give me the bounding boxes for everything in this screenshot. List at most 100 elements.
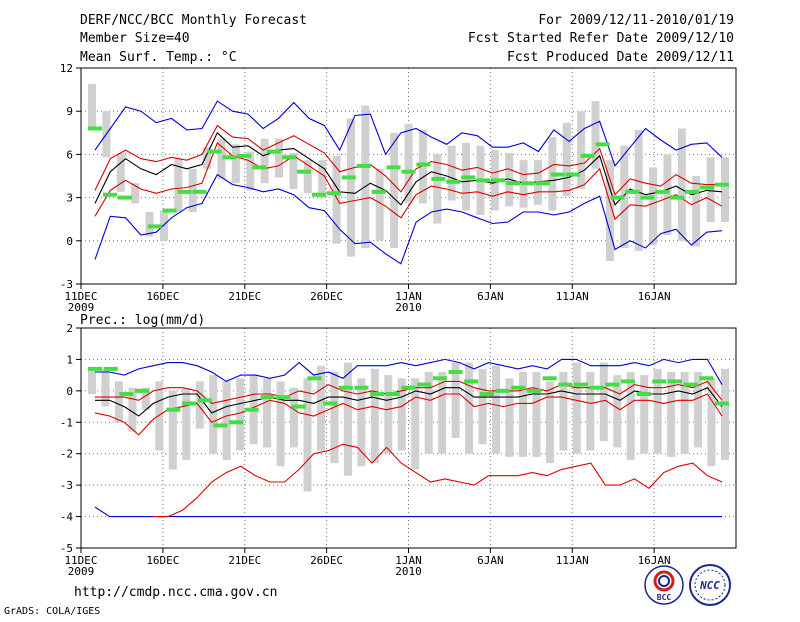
source-url[interactable]: http://cmdp.ncc.cma.gov.cn bbox=[74, 585, 278, 600]
member-spread-box bbox=[411, 378, 420, 470]
observed-mark bbox=[354, 385, 369, 390]
member-spread-box bbox=[128, 387, 137, 432]
observed-mark bbox=[162, 208, 177, 213]
member-spread-box bbox=[231, 144, 240, 184]
y-tick-label: -4 bbox=[60, 511, 74, 524]
member-spread-box bbox=[559, 372, 568, 451]
precip-title: Prec.: log(mm/d) bbox=[80, 313, 205, 328]
observed-mark bbox=[610, 195, 625, 200]
observed-mark bbox=[267, 149, 282, 154]
member-spread-box bbox=[131, 183, 140, 204]
plot-frame bbox=[80, 67, 737, 285]
x-year-label: 2010 bbox=[395, 301, 422, 314]
observed-mark bbox=[542, 376, 557, 381]
observed-mark bbox=[297, 169, 311, 174]
observed-mark bbox=[476, 178, 491, 183]
observed-mark bbox=[88, 366, 102, 371]
bcc-logo-swirl-red bbox=[653, 570, 675, 592]
member-spread-box bbox=[694, 372, 703, 448]
y-tick-label: 6 bbox=[66, 148, 73, 161]
member-spread-box bbox=[577, 111, 586, 189]
member-spread-box bbox=[390, 132, 399, 248]
member-spread-box bbox=[182, 387, 191, 460]
member-spread-box bbox=[246, 151, 255, 191]
observed-mark bbox=[117, 195, 132, 200]
member-spread-box bbox=[447, 145, 456, 201]
variable-label: Mean Surf. Temp.: °C bbox=[80, 50, 237, 65]
y-tick-label: 1 bbox=[66, 353, 73, 366]
y-tick-label: 2 bbox=[66, 322, 73, 335]
x-tick-label: 1JAN bbox=[395, 554, 422, 567]
observed-mark bbox=[282, 155, 297, 160]
observed-mark bbox=[620, 379, 635, 384]
observed-mark bbox=[700, 185, 715, 190]
observed-mark bbox=[446, 179, 461, 184]
forecast-period: For 2009/12/11-2010/01/19 bbox=[538, 13, 734, 28]
y-tick-label: 3 bbox=[66, 192, 73, 205]
observed-mark bbox=[338, 385, 353, 390]
ncc-logo-ring bbox=[689, 564, 731, 606]
upper-spread-line bbox=[94, 124, 722, 196]
observed-mark bbox=[341, 175, 356, 180]
observed-mark bbox=[356, 163, 371, 168]
observed-mark bbox=[464, 379, 479, 384]
observed-mark bbox=[495, 388, 510, 393]
x-year-label: 2010 bbox=[395, 565, 422, 578]
observed-mark bbox=[119, 392, 134, 396]
member-spread-box bbox=[424, 372, 433, 454]
observed-mark bbox=[535, 181, 550, 186]
observed-mark bbox=[276, 395, 291, 400]
member-spread-box bbox=[707, 378, 716, 467]
member-spread-box bbox=[586, 372, 595, 451]
member-spread-box bbox=[591, 101, 600, 169]
member-spread-box bbox=[114, 381, 123, 423]
forecast-produced-date: Fcst Produced Date 2009/12/11 bbox=[507, 50, 734, 65]
observed-mark bbox=[715, 401, 729, 406]
lower-spread-line bbox=[94, 141, 723, 221]
member-spread-box bbox=[275, 138, 284, 178]
member-spread-box bbox=[599, 362, 608, 442]
observed-mark bbox=[417, 382, 432, 387]
min-line bbox=[94, 100, 723, 168]
ncc-logo-text: NCC bbox=[699, 579, 720, 592]
observed-mark bbox=[385, 392, 400, 396]
x-year-label: 2009 bbox=[68, 301, 95, 314]
max-line bbox=[95, 358, 723, 385]
member-spread-box bbox=[203, 147, 212, 169]
y-tick-label: -3 bbox=[60, 479, 73, 492]
grads-credit: GrADS: COLA/IGES bbox=[4, 606, 100, 617]
member-spread-box bbox=[88, 368, 96, 394]
observed-mark bbox=[565, 172, 580, 177]
observed-mark bbox=[213, 423, 228, 428]
member-spread-box bbox=[562, 122, 571, 197]
x-tick-label: 16JAN bbox=[638, 290, 671, 303]
x-tick-label: 11DEC bbox=[64, 290, 97, 303]
member-spread-box bbox=[330, 372, 339, 464]
member-spread-box bbox=[721, 368, 729, 460]
member-spread-box bbox=[236, 378, 245, 451]
observed-mark bbox=[461, 175, 476, 180]
observed-mark bbox=[102, 192, 117, 197]
observed-mark bbox=[207, 149, 222, 154]
member-spread-box bbox=[532, 372, 541, 457]
x-tick-label: 26DEC bbox=[310, 290, 343, 303]
observed-mark bbox=[479, 392, 494, 396]
member-spread-box bbox=[276, 381, 285, 467]
observed-mark bbox=[655, 189, 670, 194]
observed-mark bbox=[667, 379, 682, 384]
member-spread-box bbox=[640, 375, 649, 454]
observed-mark bbox=[177, 189, 192, 194]
y-tick-label: 9 bbox=[66, 105, 73, 118]
member-spread-box bbox=[343, 362, 352, 476]
member-spread-box bbox=[626, 372, 635, 460]
member-spread-box bbox=[357, 378, 366, 467]
y-tick-label: -1 bbox=[60, 416, 73, 429]
observed-mark bbox=[371, 189, 386, 194]
member-spread-box bbox=[145, 212, 154, 237]
observed-mark bbox=[386, 165, 401, 170]
observed-mark bbox=[573, 382, 588, 387]
observed-mark bbox=[416, 162, 431, 167]
member-spread-box bbox=[518, 372, 527, 457]
member-spread-box bbox=[209, 375, 218, 454]
